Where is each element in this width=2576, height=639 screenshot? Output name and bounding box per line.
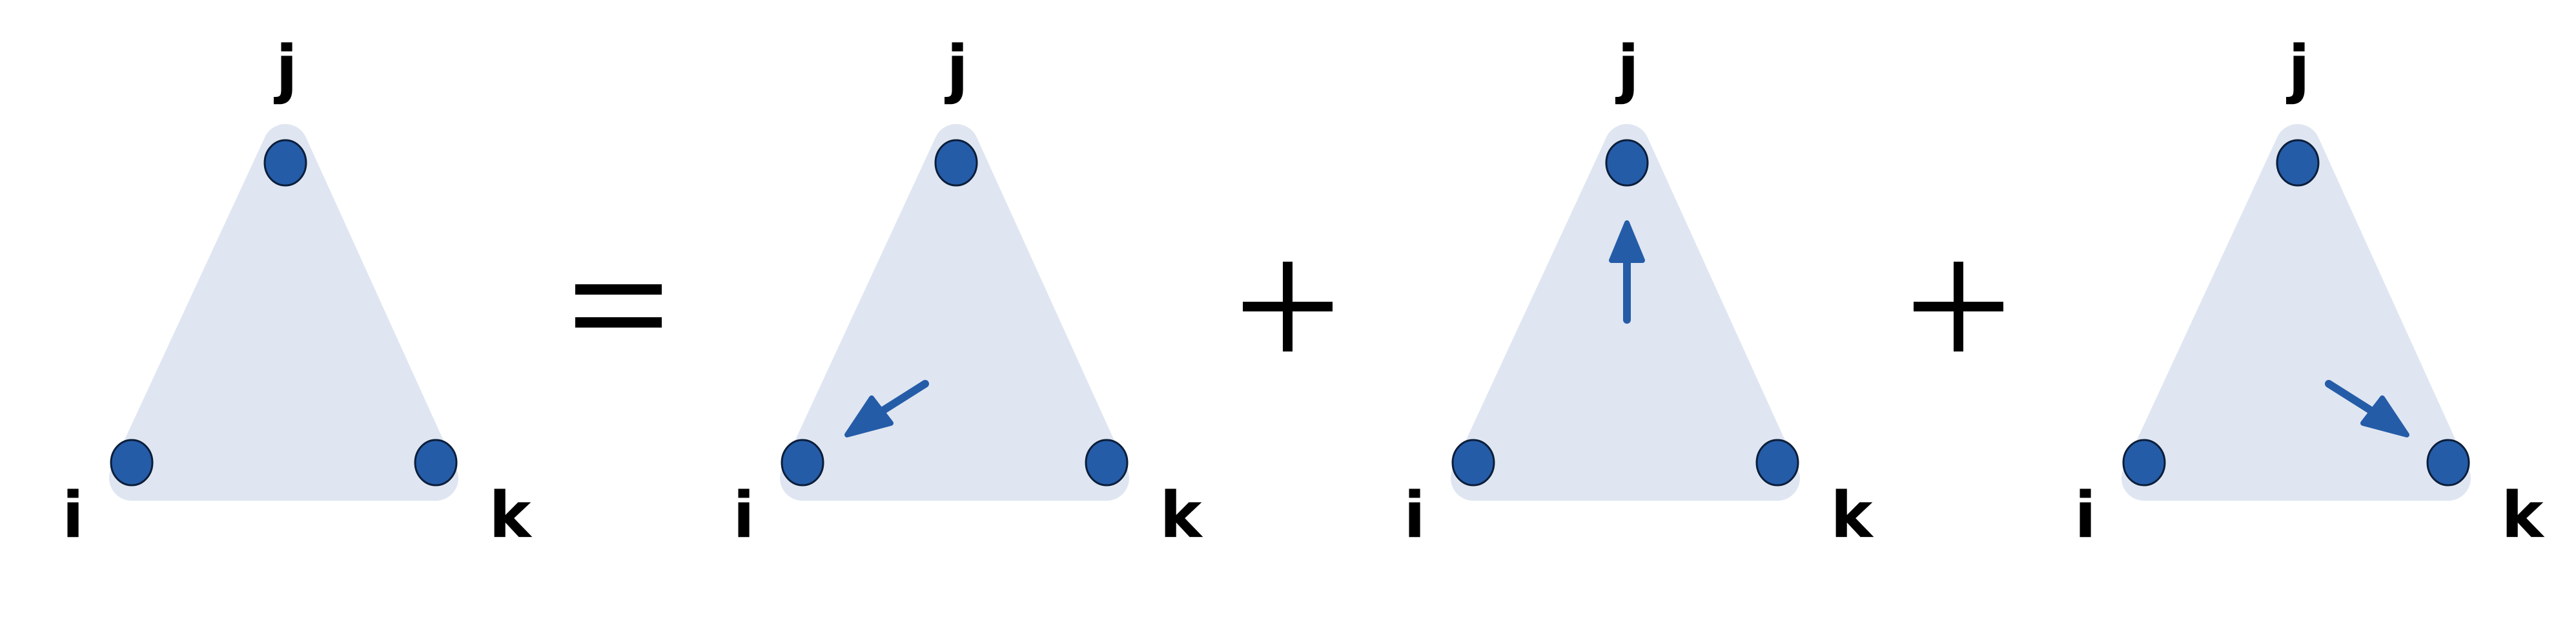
label-left: i — [2074, 479, 2096, 552]
triangle-term-0: j i k — [62, 32, 533, 552]
triangle-shape — [109, 124, 458, 501]
triangle-shape — [780, 124, 1129, 501]
label-right: k — [1160, 479, 1203, 552]
arrow-toward-j — [1609, 220, 1645, 324]
plus-sign — [1243, 262, 1333, 351]
node-top — [1605, 139, 1649, 187]
node-left — [2122, 439, 2166, 487]
label-top: j — [944, 32, 968, 106]
label-right: k — [1830, 479, 1874, 552]
triangle-term-3: j i k — [2074, 32, 2545, 552]
label-left: i — [62, 479, 84, 552]
node-left — [781, 439, 824, 487]
label-left: i — [733, 479, 755, 552]
node-right — [414, 439, 458, 487]
label-top: j — [2285, 32, 2310, 106]
plus-sign — [1914, 262, 2003, 351]
node-right — [1755, 439, 1799, 487]
node-top — [934, 139, 978, 187]
arrow-toward-k — [2325, 380, 2409, 437]
arrow-toward-i — [844, 380, 929, 437]
equals-sign — [575, 284, 662, 328]
triangle-term-1: j i k — [733, 32, 1203, 552]
node-left — [1451, 439, 1495, 487]
node-top — [2276, 139, 2320, 187]
label-right: k — [2501, 479, 2545, 552]
node-top — [263, 139, 307, 187]
node-right — [2426, 439, 2470, 487]
node-right — [1085, 439, 1129, 487]
triangle-term-2: j i k — [1404, 32, 1874, 552]
label-left: i — [1404, 479, 1426, 552]
label-top: j — [1615, 32, 1639, 106]
label-top: j — [273, 32, 298, 106]
triangle-shape — [2121, 124, 2471, 501]
node-left — [110, 439, 154, 487]
label-right: k — [489, 479, 533, 552]
